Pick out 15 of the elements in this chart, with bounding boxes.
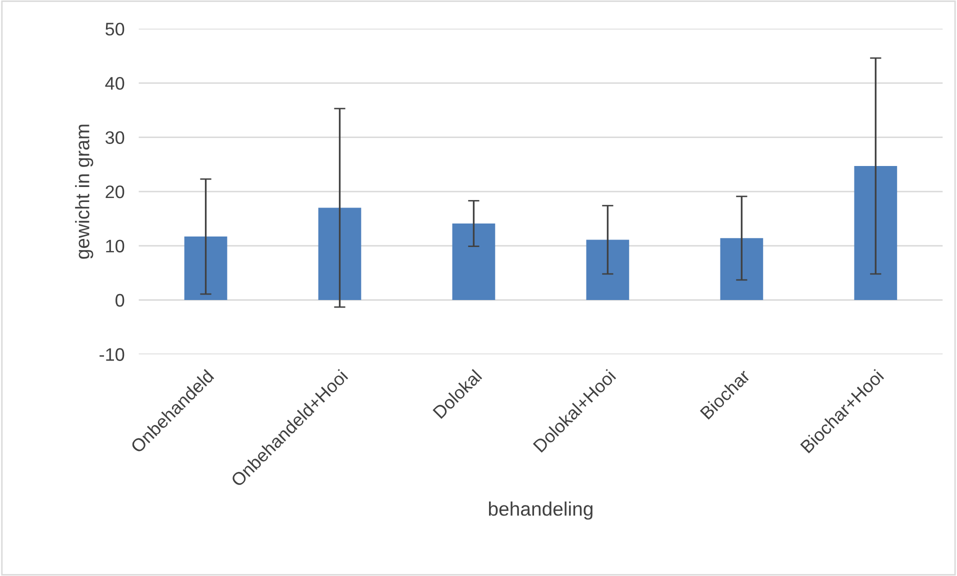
x-axis-title: behandeling	[488, 502, 592, 520]
bar	[586, 240, 630, 300]
y-tick-label: 50	[106, 22, 124, 36]
y-tick-label: 20	[106, 185, 124, 198]
bar	[854, 166, 898, 300]
y-tick-label: 30	[105, 131, 124, 144]
bar	[184, 236, 228, 300]
y-tick-label: 40	[105, 76, 124, 90]
y-tick-label: -10	[100, 348, 124, 361]
bar	[452, 224, 496, 300]
y-tick-label: 10	[106, 240, 124, 252]
bar	[318, 208, 362, 300]
y-axis-title: gewicht in gram	[75, 124, 94, 259]
y-tick-label: 0	[116, 294, 124, 307]
bar	[720, 238, 764, 300]
